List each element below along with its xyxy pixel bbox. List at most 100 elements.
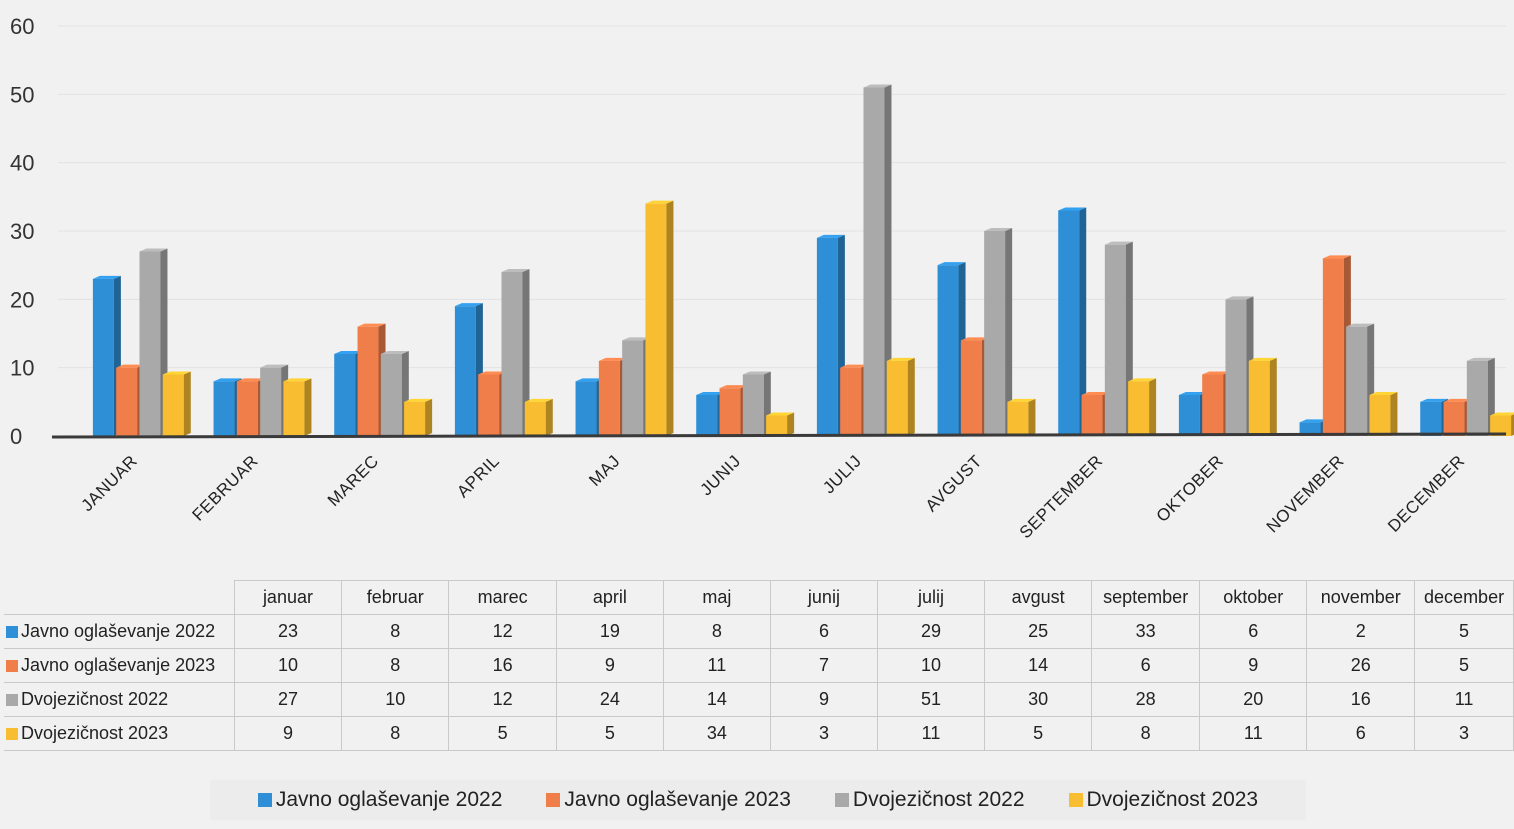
bar-top — [840, 364, 869, 368]
bar-side — [884, 84, 892, 436]
gridlines — [58, 25, 1506, 369]
bar-top — [1128, 378, 1157, 382]
bar-side — [425, 398, 433, 436]
bar-front — [1007, 401, 1029, 436]
legend-label: Javno oglaševanje 2023 — [564, 788, 791, 811]
bar-top — [622, 337, 651, 341]
table-column-header: november — [1306, 580, 1416, 615]
bar-front — [283, 381, 305, 436]
table-cell: 25 — [983, 614, 1093, 649]
bar-top — [116, 364, 145, 368]
bar-front — [1178, 395, 1200, 436]
bar-side — [183, 371, 191, 436]
bar-top — [1058, 207, 1087, 211]
bar — [1248, 357, 1277, 436]
bar-front — [1466, 360, 1488, 436]
row-label-text: Javno oglaševanje 2022 — [21, 621, 216, 641]
table-cell: 3 — [1414, 716, 1514, 751]
row-label-text: Dvojezičnost 2022 — [21, 689, 169, 709]
bar-front — [863, 87, 885, 436]
table-cell: 28 — [1091, 682, 1201, 717]
table-cell: 9 — [1199, 648, 1308, 683]
bar-side — [1005, 228, 1013, 436]
bar — [742, 371, 771, 436]
bar — [984, 228, 1013, 436]
legend-item: Dvojezičnost 2023 — [1068, 788, 1258, 812]
legend-swatch-icon — [546, 793, 561, 807]
bar-front — [1490, 415, 1512, 436]
table-cell: 11 — [1199, 716, 1308, 751]
table-cell: 33 — [1091, 614, 1201, 649]
table-cell: 14 — [983, 648, 1093, 683]
bar — [162, 371, 191, 436]
bar-front — [380, 354, 402, 436]
bar-top — [645, 200, 674, 204]
table-cell: 2 — [1306, 614, 1416, 649]
bar-top — [1225, 296, 1254, 300]
x-category-label: NOVEMBER — [1263, 451, 1348, 536]
table-cell: 5 — [983, 716, 1093, 751]
table-cell: 24 — [555, 682, 664, 717]
x-category-label: JUNIJ — [697, 451, 745, 499]
bar-side — [522, 269, 530, 436]
table-cell: 9 — [769, 682, 878, 717]
bar-front — [357, 326, 379, 436]
bar — [404, 398, 433, 436]
bar — [524, 398, 553, 436]
x-category-label: JANUAR — [78, 451, 142, 515]
bar-front — [260, 367, 282, 436]
bar-top — [1007, 398, 1036, 402]
bar-top — [1248, 357, 1277, 361]
legend-item: Javno oglaševanje 2022 — [257, 788, 502, 812]
table-cell: 5 — [448, 716, 557, 751]
series-swatch-icon — [6, 728, 18, 740]
bar-front — [645, 203, 667, 436]
bars — [92, 84, 1514, 436]
bar-top — [863, 84, 892, 88]
table-cell: 10 — [233, 648, 343, 683]
bar — [1128, 378, 1157, 436]
table-corner — [4, 581, 234, 615]
bar — [886, 357, 915, 436]
table-cell: 23 — [233, 614, 343, 649]
bar-top — [524, 398, 553, 402]
bar — [283, 378, 312, 436]
bar-front — [840, 367, 862, 436]
bar-front — [622, 340, 644, 436]
bar-front — [1420, 401, 1442, 436]
bar-front — [766, 415, 788, 436]
x-axis-line — [51, 432, 1507, 439]
bar-top — [575, 378, 604, 382]
table-column-header: avgust — [983, 580, 1093, 615]
bar-top — [719, 385, 748, 389]
data-table: januar februar marec april maj junij julij avgu… — [4, 580, 1514, 751]
y-tick-label: 30 — [10, 219, 34, 244]
bar-top — [162, 371, 191, 375]
y-tick-label: 50 — [10, 82, 34, 107]
bar-front — [478, 374, 500, 436]
bar — [1322, 255, 1351, 436]
bar-front — [1346, 326, 1368, 436]
bar-front — [1104, 244, 1126, 436]
bar-front — [1299, 422, 1321, 436]
table-row: Javno oglaševanje 2022 23 8 12 19 8 6 29 25 33 6 2 5 — [4, 614, 1514, 649]
bar-top — [1322, 255, 1351, 259]
chart-legend: Javno oglaševanje 2022 Javno oglaševanje … — [210, 780, 1306, 820]
bar-top — [984, 228, 1013, 231]
bar-top — [1466, 357, 1495, 361]
bar-top — [1081, 392, 1110, 395]
table-cell: 5 — [1414, 648, 1514, 683]
bar-top — [357, 323, 386, 327]
y-axis-ticks: 0 10 20 30 40 50 60 — [10, 14, 34, 449]
table-column-header: april — [555, 580, 664, 615]
x-category-label: OKTOBER — [1153, 451, 1227, 525]
table-cell: 8 — [341, 716, 450, 751]
row-label-text: Javno oglaševanje 2023 — [21, 655, 216, 675]
bar-top — [766, 412, 795, 416]
bar — [645, 200, 674, 436]
bar-top — [598, 357, 627, 361]
bar — [1490, 412, 1514, 436]
bar — [1058, 207, 1087, 436]
y-tick-label: 60 — [10, 14, 34, 39]
bar-side — [304, 378, 312, 436]
